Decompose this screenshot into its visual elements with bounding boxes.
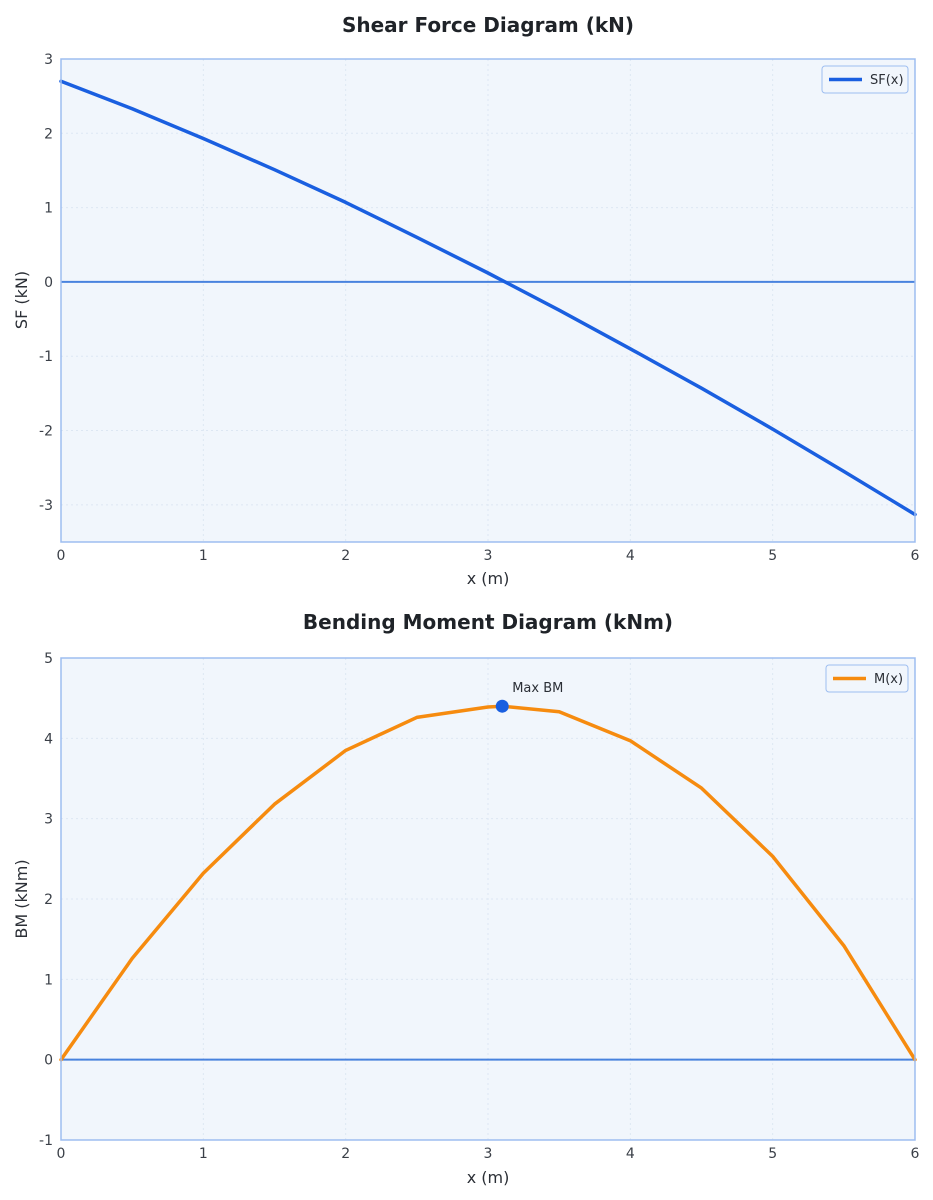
y-axis-ticks: 3 2 1 0 -1 -2 -3 [39,52,53,514]
x-axis-ticks: 0 1 2 3 4 5 6 [57,1146,920,1162]
x-tick-label: 2 [341,1146,350,1162]
data-point [415,716,418,719]
x-axis-label: x (m) [467,1168,510,1187]
x-tick-label: 3 [484,1146,493,1162]
y-tick-label: 3 [44,52,53,68]
x-tick-label: 0 [57,548,66,564]
y-tick-label: -1 [39,1133,53,1149]
data-point [131,957,134,960]
legend-label-sf: SF(x) [870,73,904,88]
data-point [842,470,845,473]
shear-force-chart: Shear Force Diagram (kN) 0 1 2 3 4 5 6 3 2 1 0 -1 -… [12,13,920,588]
legend-label-bm: M(x) [874,672,903,687]
y-tick-label: 2 [44,126,53,142]
data-point [700,787,703,790]
x-axis-label: x (m) [467,569,510,588]
max-bm-annotation: Max BM [512,681,563,696]
x-tick-label: 2 [341,548,350,564]
y-tick-label: -2 [39,424,53,440]
data-point [344,749,347,752]
y-tick-label: 2 [44,892,53,908]
data-point [771,428,774,431]
x-tick-label: 1 [199,1146,208,1162]
y-tick-label: 0 [44,275,53,291]
data-point [202,872,205,875]
data-point [842,944,845,947]
data-point [202,137,205,140]
y-axis-label: BM (kNm) [12,859,31,938]
y-tick-label: -1 [39,349,53,365]
data-point [487,706,490,709]
y-tick-label: 0 [44,1053,53,1069]
y-tick-label: 5 [44,651,53,667]
legend-box [825,664,909,693]
data-point [558,710,561,713]
data-point [131,107,134,110]
y-tick-label: 1 [44,201,53,217]
x-tick-label: 0 [57,1146,66,1162]
x-tick-label: 4 [626,548,635,564]
max-bm-marker [495,699,509,713]
x-tick-label: 4 [626,1146,635,1162]
x-tick-label: 6 [911,1146,920,1162]
y-tick-label: 4 [44,731,53,747]
data-point [629,739,632,742]
data-point [629,347,632,350]
y-tick-label: 3 [44,812,53,828]
data-point [273,803,276,806]
data-point [700,387,703,390]
y-axis-ticks: 5 4 3 2 1 0 -1 [39,651,53,1149]
data-point [501,279,504,282]
x-tick-label: 5 [768,1146,777,1162]
legend-box [821,65,909,94]
x-tick-label: 3 [484,548,493,564]
plot-border [60,657,916,1141]
y-axis-label: SF (kN) [12,271,31,329]
y-tick-label: -3 [39,498,53,514]
data-point [771,855,774,858]
x-axis-ticks: 0 1 2 3 4 5 6 [57,548,920,564]
x-tick-label: 1 [199,548,208,564]
y-tick-label: 1 [44,972,53,988]
data-point [273,168,276,171]
legend: M(x) [825,664,909,693]
bending-moment-chart: Bending Moment Diagram (kNm) Max BM 0 1 2 3… [12,610,920,1187]
series-line-sf [59,79,917,517]
x-tick-label: 5 [768,548,777,564]
chart-title: Bending Moment Diagram (kNm) [303,610,673,634]
data-point [558,309,561,312]
series-line-bm [59,704,917,1062]
chart-title: Shear Force Diagram (kN) [342,13,634,37]
data-point [344,201,347,204]
legend: SF(x) [821,65,909,94]
data-point [487,272,490,275]
data-point [415,236,418,239]
plot-border [60,58,916,543]
x-tick-label: 6 [911,548,920,564]
